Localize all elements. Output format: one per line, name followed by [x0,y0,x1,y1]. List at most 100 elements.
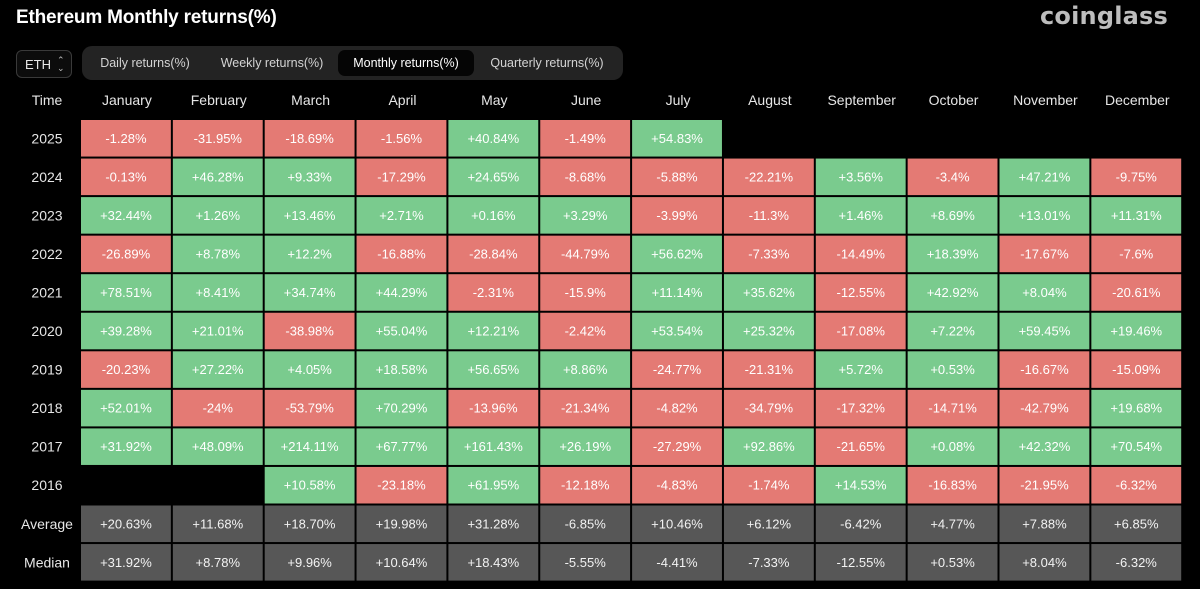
tab-weekly-returns[interactable]: Weekly returns(%) [220,56,324,70]
cell-value-average-april: +19.98% [376,516,428,531]
tab-quarterly-returns[interactable]: Quarterly returns(%) [490,56,604,70]
cell-value-2020-january: +39.28% [100,324,152,339]
row-label-2021: 2021 [31,284,62,300]
cell-value-2017-august: +92.86% [743,439,795,454]
month-header-december: December [1105,92,1170,108]
heatmap-cell-2023-january [81,197,171,234]
month-header-april: April [388,92,416,108]
heatmap-cell-average-january [81,505,171,543]
cell-value-2022-january: -26.89% [102,246,151,261]
heatmap-cell-median-april [356,544,447,581]
cell-value-2022-october: +18.39% [927,246,979,261]
heatmap-cell-2019-january [81,351,171,388]
cell-value-2025-january: -1.28% [105,131,147,146]
heatmap-cell-2024-october [907,158,998,196]
month-header-august: August [748,92,792,108]
cell-value-2022-february: +8.78% [196,246,241,261]
cell-value-2025-march: -18.69% [285,131,334,146]
cell-value-2016-july: -4.83% [656,478,698,493]
cell-value-2022-april: -16.88% [377,246,426,261]
cell-value-2024-august: -22.21% [745,169,794,184]
heatmap-cell-2024-april [356,158,447,196]
cell-value-2024-may: +24.65% [467,169,519,184]
heatmap-cell-2020-september [815,312,906,350]
heatmap-cell-median-december [1091,544,1182,581]
heatmap-cell-2024-july [632,158,722,196]
heatmap-cell-2019-august [723,351,814,388]
heatmap-cell-2017-august [723,428,814,465]
cell-value-median-february: +8.78% [196,555,241,570]
cell-value-2024-march: +9.33% [287,169,332,184]
cell-value-2021-november: +8.04% [1022,285,1067,300]
heatmap-cell-2017-june [540,428,631,465]
heatmap-cell-2021-july [632,274,722,311]
cell-value-2017-december: +70.54% [1110,439,1162,454]
heatmap-cell-2016-december [1091,466,1182,504]
heatmap-cell-median-july [632,544,722,581]
cell-value-2023-june: +3.29% [563,208,608,223]
month-header-january: January [102,92,152,108]
heatmap-cell-2016-october [907,466,998,504]
heatmap-cell-average-february [172,505,263,543]
heatmap-cell-2022-may [448,235,539,273]
heatmap-cell-2017-april [356,428,447,465]
cell-value-2024-january: -0.13% [105,169,147,184]
cell-value-2023-april: +2.71% [379,208,424,223]
cell-value-2018-january: +52.01% [100,401,152,416]
heatmap-cell-average-november [999,505,1090,543]
heatmap-cell-2024-march [264,158,355,196]
heatmap-cell-2025-may [448,120,539,157]
cell-value-2023-february: +1.26% [196,208,241,223]
cell-value-2021-february: +8.41% [196,285,241,300]
heatmap-cell-2018-march [264,389,355,427]
month-header-september: September [827,92,896,108]
heatmap-cell-2018-april [356,389,447,427]
heatmap-cell-2022-august [723,235,814,273]
tab-daily-returns[interactable]: Daily returns(%) [100,56,190,70]
heatmap-cell-2022-february [172,235,263,273]
row-label-2017: 2017 [31,439,62,455]
heatmap-cell-average-december [1091,505,1182,543]
heatmap-cell-2020-may [448,312,539,350]
heatmap-cell-2025-february [172,120,263,157]
chevron-up-down-icon: ⌃ ⌄ [57,55,65,73]
heatmap-cell-2017-july [632,428,722,465]
cell-value-average-may: +31.28% [467,516,519,531]
heatmap-cell-2021-august [723,274,814,311]
cell-value-2019-march: +4.05% [287,362,332,377]
heatmap-cell-2023-march [264,197,355,234]
cell-value-median-january: +31.92% [100,555,152,570]
month-header-november: November [1013,92,1078,108]
heatmap-cell-average-june [540,505,631,543]
heatmap-cell-median-february [172,544,263,581]
cell-value-2024-december: -9.75% [1116,169,1158,184]
time-column-header: Time [32,92,63,108]
heatmap-cell-2022-december [1091,235,1182,273]
heatmap-cell-2017-february [172,428,263,465]
heatmap-cell-2021-october [907,274,998,311]
heatmap-cell-2023-september [815,197,906,234]
cell-value-2016-november: -21.95% [1020,478,1069,493]
heatmap-cell-2020-october [907,312,998,350]
heatmap-cell-2023-may [448,197,539,234]
heatmap-cell-2019-april [356,351,447,388]
cell-value-2022-september: -14.49% [837,246,886,261]
heatmap-cell-2023-december [1091,197,1182,234]
row-label-2023: 2023 [31,207,62,223]
heatmap-cell-2017-october [907,428,998,465]
tab-monthly-returns[interactable]: Monthly returns(%) [338,50,474,76]
heatmap-cell-2020-january [81,312,171,350]
heatmap-cell-2025-january [81,120,171,157]
cell-value-median-september: -12.55% [837,555,886,570]
row-label-2020: 2020 [31,323,62,339]
asset-select[interactable]: ETH ⌃ ⌄ [16,50,72,78]
heatmap-cell-average-july [632,505,722,543]
cell-value-2020-october: +7.22% [930,324,975,339]
heatmap-cell-2018-july [632,389,722,427]
cell-value-2022-november: -17.67% [1020,246,1069,261]
heatmap-cell-2016-september [815,466,906,504]
cell-value-2022-august: -7.33% [748,246,790,261]
row-label-2019: 2019 [31,362,62,378]
cell-value-2023-november: +13.01% [1019,208,1071,223]
